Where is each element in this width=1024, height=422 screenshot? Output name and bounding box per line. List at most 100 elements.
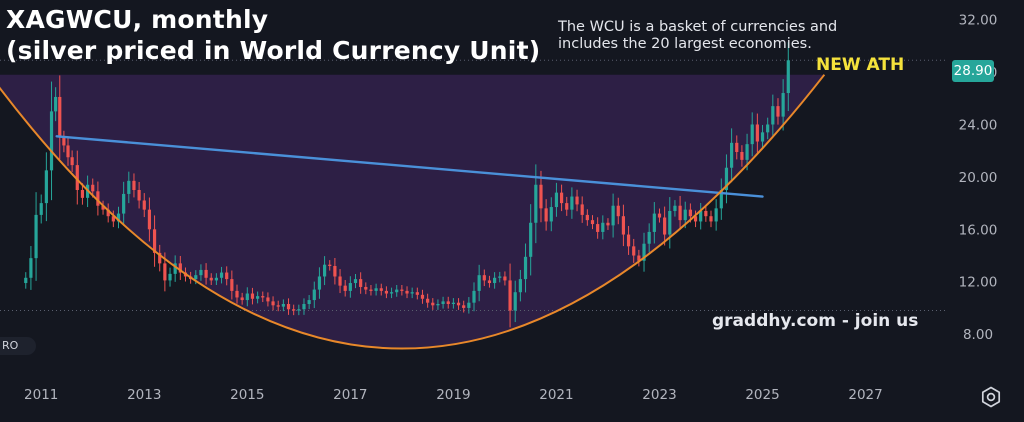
x-tick-label: 2021 — [539, 387, 573, 403]
candle — [472, 282, 476, 312]
candle-body — [709, 216, 713, 222]
candle-body — [621, 216, 626, 235]
candle — [776, 98, 780, 125]
candle-body — [755, 124, 759, 142]
candle-body — [328, 264, 332, 266]
candle-body — [518, 279, 522, 293]
candle — [673, 200, 677, 217]
candle-body — [58, 96, 62, 138]
candle — [359, 272, 363, 294]
x-tick-label: 2013 — [127, 387, 161, 403]
candle-body — [683, 209, 687, 221]
candle-body — [735, 142, 739, 152]
candle-body — [101, 205, 105, 210]
candle — [374, 283, 378, 296]
chart-title-line2: (silver priced in World Currency Unit) — [6, 36, 541, 65]
candle-body — [786, 60, 790, 94]
candle — [647, 223, 651, 253]
candle — [446, 296, 450, 309]
candle — [580, 196, 584, 223]
candle-body — [585, 214, 589, 221]
overlay-lines — [0, 74, 826, 350]
candle-body — [776, 106, 780, 117]
candle — [766, 117, 770, 140]
candle-body — [276, 305, 280, 307]
candle-body — [24, 277, 28, 284]
candle-body — [559, 192, 564, 204]
candle-body — [395, 289, 399, 293]
candle-body — [549, 207, 553, 222]
candle — [317, 267, 322, 299]
candle-body — [508, 280, 512, 311]
candle — [549, 197, 553, 232]
candle — [158, 244, 162, 272]
candle — [364, 282, 368, 295]
candle — [245, 287, 249, 307]
candle-body — [343, 285, 347, 291]
candle-body — [235, 290, 239, 298]
candle-body — [122, 193, 126, 214]
candle — [462, 300, 466, 313]
candle — [771, 94, 775, 137]
y-tick-label: 16.00 — [959, 222, 998, 238]
candle — [760, 124, 765, 149]
new-ath-annotation: NEW ATH — [816, 55, 905, 75]
candle-body — [219, 272, 224, 278]
candle-body — [637, 255, 641, 261]
candle — [379, 283, 383, 296]
candle — [343, 280, 347, 297]
candle — [256, 291, 260, 304]
candle-body — [766, 124, 770, 133]
candle-body — [204, 269, 208, 278]
x-tick-label: 2025 — [745, 387, 779, 403]
candle-body — [91, 184, 95, 192]
candle — [178, 255, 182, 280]
candle-body — [590, 220, 595, 225]
candle — [730, 128, 734, 183]
candle — [601, 215, 605, 240]
candle-body — [369, 289, 373, 291]
candle-body — [663, 217, 667, 235]
candle-body — [389, 292, 394, 294]
candle-body — [724, 167, 729, 190]
candle — [482, 269, 486, 287]
candle — [498, 271, 502, 283]
candle-body — [678, 205, 682, 221]
candle — [477, 264, 481, 302]
candle — [96, 181, 100, 216]
candle — [415, 287, 419, 300]
candle — [286, 298, 291, 315]
candle-body — [80, 190, 85, 198]
candle-body — [379, 288, 383, 291]
candle-body — [142, 200, 146, 210]
candle-body — [431, 302, 435, 306]
left-scale-label[interactable]: RO — [0, 337, 36, 355]
candle — [451, 298, 455, 309]
candle-body — [400, 289, 404, 291]
candle — [539, 170, 543, 223]
candle-body — [606, 222, 610, 226]
candle — [312, 281, 316, 309]
y-tick-label: 32.00 — [959, 13, 998, 29]
candle-body — [477, 275, 481, 291]
candle — [626, 225, 631, 255]
candle — [678, 195, 682, 230]
candle-body — [740, 152, 744, 160]
candle-body — [781, 93, 785, 117]
candle-body — [297, 309, 301, 311]
candle — [405, 286, 409, 299]
candle-body — [580, 204, 584, 215]
candle-body — [575, 196, 579, 205]
candle — [657, 208, 662, 223]
wcu-note-line1: The WCU is a basket of currencies and — [558, 19, 838, 35]
candle — [781, 79, 785, 131]
candle-body — [116, 213, 121, 222]
candle-body — [348, 283, 352, 291]
settings-gear-icon[interactable] — [980, 386, 1002, 408]
candle-body — [271, 301, 275, 306]
candle — [266, 292, 270, 307]
candle — [302, 298, 306, 315]
chart-title: XAGWCU, monthly (silver priced in World … — [6, 4, 540, 66]
